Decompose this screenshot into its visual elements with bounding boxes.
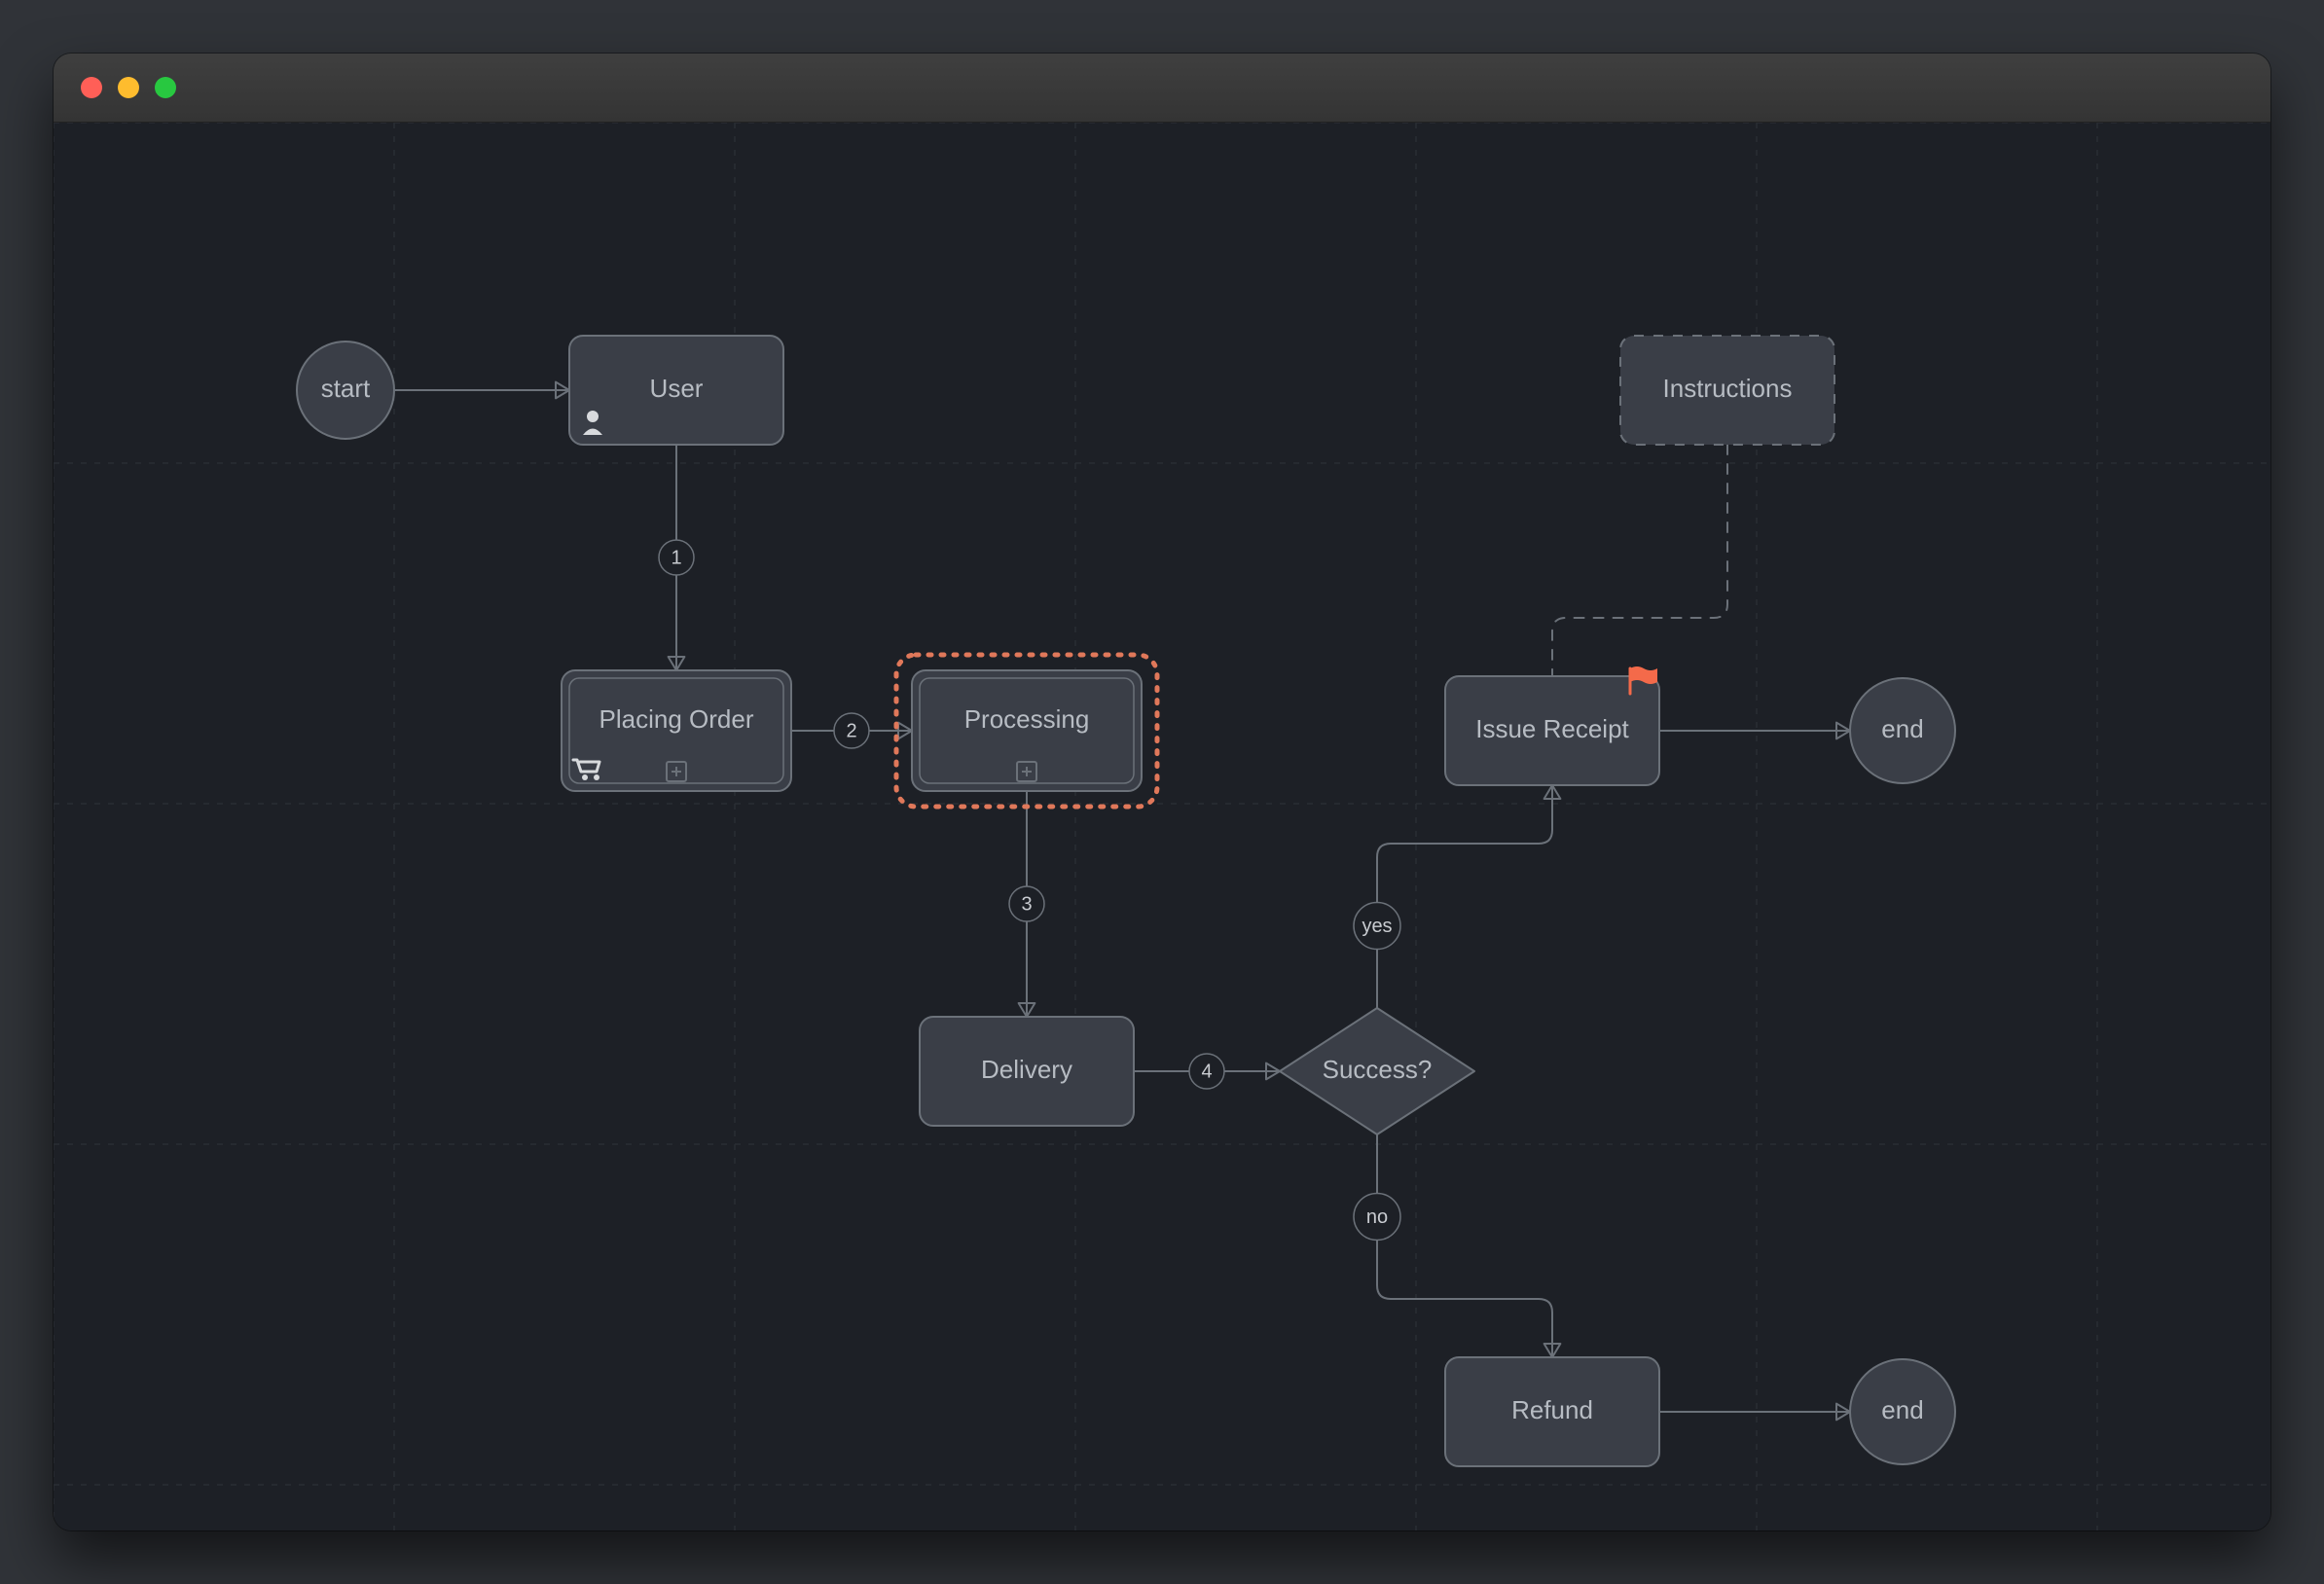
svg-text:4: 4 — [1201, 1061, 1212, 1082]
edge-start-user — [394, 382, 569, 399]
edge-user-placing: 1 — [659, 445, 694, 670]
diagram-svg: 1 2 3 4 yes no start User Placing Order Processi… — [54, 123, 2270, 1530]
edge-success-refund: no — [1354, 1134, 1560, 1357]
node-user[interactable]: User — [569, 336, 783, 445]
edge-refund-end2 — [1659, 1404, 1850, 1421]
svg-text:3: 3 — [1021, 893, 1032, 915]
node-start[interactable]: start — [297, 342, 394, 439]
svg-text:2: 2 — [846, 720, 856, 741]
svg-text:1: 1 — [671, 547, 681, 568]
close-button[interactable] — [81, 77, 102, 98]
edge-processing-delivery: 3 — [1009, 791, 1044, 1017]
node-instructions[interactable]: Instructions — [1620, 336, 1834, 445]
node-end1[interactable]: end — [1850, 678, 1955, 783]
node-success[interactable]: Success? — [1280, 1008, 1474, 1134]
node-placing[interactable]: Placing Order — [562, 670, 791, 791]
node-issue[interactable]: Issue Receipt — [1445, 666, 1659, 785]
edge-instructions-issue — [1552, 445, 1727, 676]
svg-text:no: no — [1366, 1206, 1388, 1228]
node-processing[interactable]: Processing — [896, 655, 1157, 807]
edge-placing-processing: 2 — [791, 713, 912, 748]
minimize-button[interactable] — [118, 77, 139, 98]
window-titlebar — [54, 54, 2270, 123]
zoom-button[interactable] — [155, 77, 176, 98]
edge-issue-end1 — [1659, 723, 1850, 739]
node-end2[interactable]: end — [1850, 1359, 1955, 1464]
edge-delivery-success: 4 — [1134, 1054, 1280, 1089]
app-window: 1 2 3 4 yes no start User Placing Order Processi… — [54, 54, 2270, 1530]
svg-text:yes: yes — [1362, 916, 1392, 937]
node-delivery[interactable]: Delivery — [920, 1017, 1134, 1126]
edge-success-issue: yes — [1354, 785, 1560, 1008]
node-refund[interactable]: Refund — [1445, 1357, 1659, 1466]
diagram-canvas[interactable]: 1 2 3 4 yes no start User Placing Order Processi… — [54, 123, 2270, 1530]
traffic-lights — [81, 77, 176, 98]
